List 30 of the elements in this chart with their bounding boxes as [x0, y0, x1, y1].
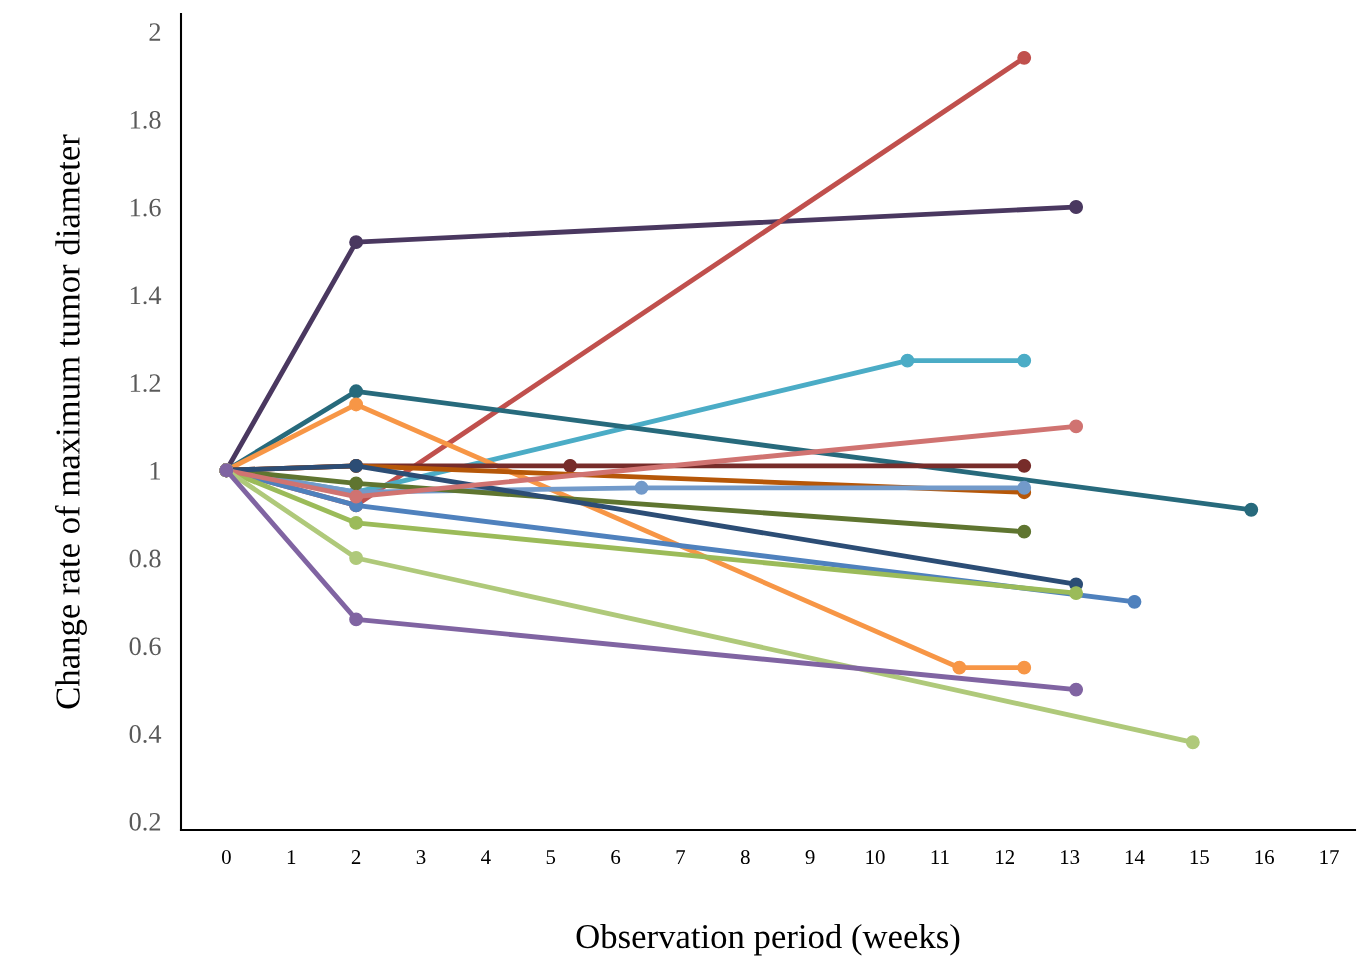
- y-tick-label: 1.2: [130, 374, 161, 393]
- x-tick-label: 5: [546, 850, 556, 865]
- x-tick-label: 12: [996, 850, 1015, 864]
- y-axis-title: Change rate of maximum tumor diameter: [54, 134, 87, 709]
- y-tick-label: 0.4: [129, 725, 162, 744]
- y-tick-label: 1: [150, 461, 160, 480]
- x-tick-label: 2: [351, 850, 361, 864]
- x-tick-label: 6: [611, 850, 621, 865]
- y-tick-label: 2: [149, 23, 161, 41]
- y-tick-label: 1.4: [130, 286, 162, 305]
- x-tick-label: 7: [676, 850, 686, 864]
- y-tick-label: 0.8: [129, 549, 161, 568]
- x-tick-label: 3: [416, 850, 426, 865]
- y-tick-label: 1.6: [130, 198, 161, 217]
- x-tick-label: 0: [221, 850, 231, 865]
- x-tick-label: 11: [931, 850, 949, 864]
- y-tick-label: 1.8: [130, 110, 161, 129]
- x-tick-label: 13: [1061, 850, 1080, 865]
- x-tick-label: 9: [805, 850, 815, 865]
- x-tick-label: 15: [1190, 850, 1209, 865]
- y-tick-label: 0.2: [129, 812, 161, 831]
- x-tick-label: 17: [1320, 850, 1339, 864]
- x-tick-label: 8: [740, 850, 750, 865]
- x-tick-label: 1: [287, 850, 296, 864]
- y-tick-label: 0.6: [129, 637, 161, 656]
- x-tick-label: 16: [1255, 850, 1274, 865]
- x-tick-label: 4: [481, 850, 491, 864]
- x-tick-label: 14: [1125, 850, 1145, 864]
- x-axis-title: Observation period (weeks): [576, 923, 960, 956]
- x-tick-label: 10: [866, 850, 885, 865]
